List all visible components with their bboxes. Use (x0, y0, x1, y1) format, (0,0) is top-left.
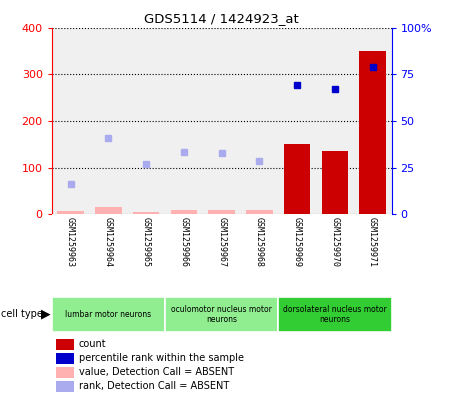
Bar (52, 297, 165, 332)
Bar (208, 209, 235, 214)
Text: value, Detection Call = ABSENT: value, Detection Call = ABSENT (79, 367, 234, 377)
Text: GSM1259964: GSM1259964 (104, 217, 113, 267)
Bar (246, 211, 273, 214)
Bar (95, 207, 122, 214)
Bar (171, 211, 197, 214)
Text: GSM1259971: GSM1259971 (368, 217, 377, 267)
Bar (58, 211, 84, 214)
Text: GSM1259965: GSM1259965 (142, 217, 151, 267)
Bar (56, 381, 74, 392)
Text: GSM1259969: GSM1259969 (292, 217, 302, 267)
Text: GSM1259966: GSM1259966 (180, 217, 189, 267)
Text: cell type: cell type (1, 309, 43, 320)
Text: count: count (79, 339, 106, 349)
Text: rank, Detection Call = ABSENT: rank, Detection Call = ABSENT (79, 381, 229, 391)
Title: GDS5114 / 1424923_at: GDS5114 / 1424923_at (144, 12, 299, 25)
Bar (360, 51, 386, 214)
Bar (56, 367, 74, 378)
Bar (284, 144, 310, 214)
Text: GSM1259970: GSM1259970 (330, 217, 339, 267)
Text: lumbar motor neurons: lumbar motor neurons (65, 310, 152, 319)
Bar (322, 151, 348, 214)
Bar (133, 212, 159, 214)
Bar (278, 297, 392, 332)
Bar (56, 353, 74, 364)
Text: GSM1259967: GSM1259967 (217, 217, 226, 267)
Text: percentile rank within the sample: percentile rank within the sample (79, 353, 244, 363)
Text: dorsolateral nucleus motor
neurons: dorsolateral nucleus motor neurons (283, 305, 387, 324)
Bar (165, 297, 278, 332)
Text: GSM1259968: GSM1259968 (255, 217, 264, 267)
Bar (56, 339, 74, 350)
Text: oculomotor nucleus motor
neurons: oculomotor nucleus motor neurons (171, 305, 272, 324)
Text: GSM1259963: GSM1259963 (66, 217, 75, 267)
Text: ▶: ▶ (40, 308, 50, 321)
